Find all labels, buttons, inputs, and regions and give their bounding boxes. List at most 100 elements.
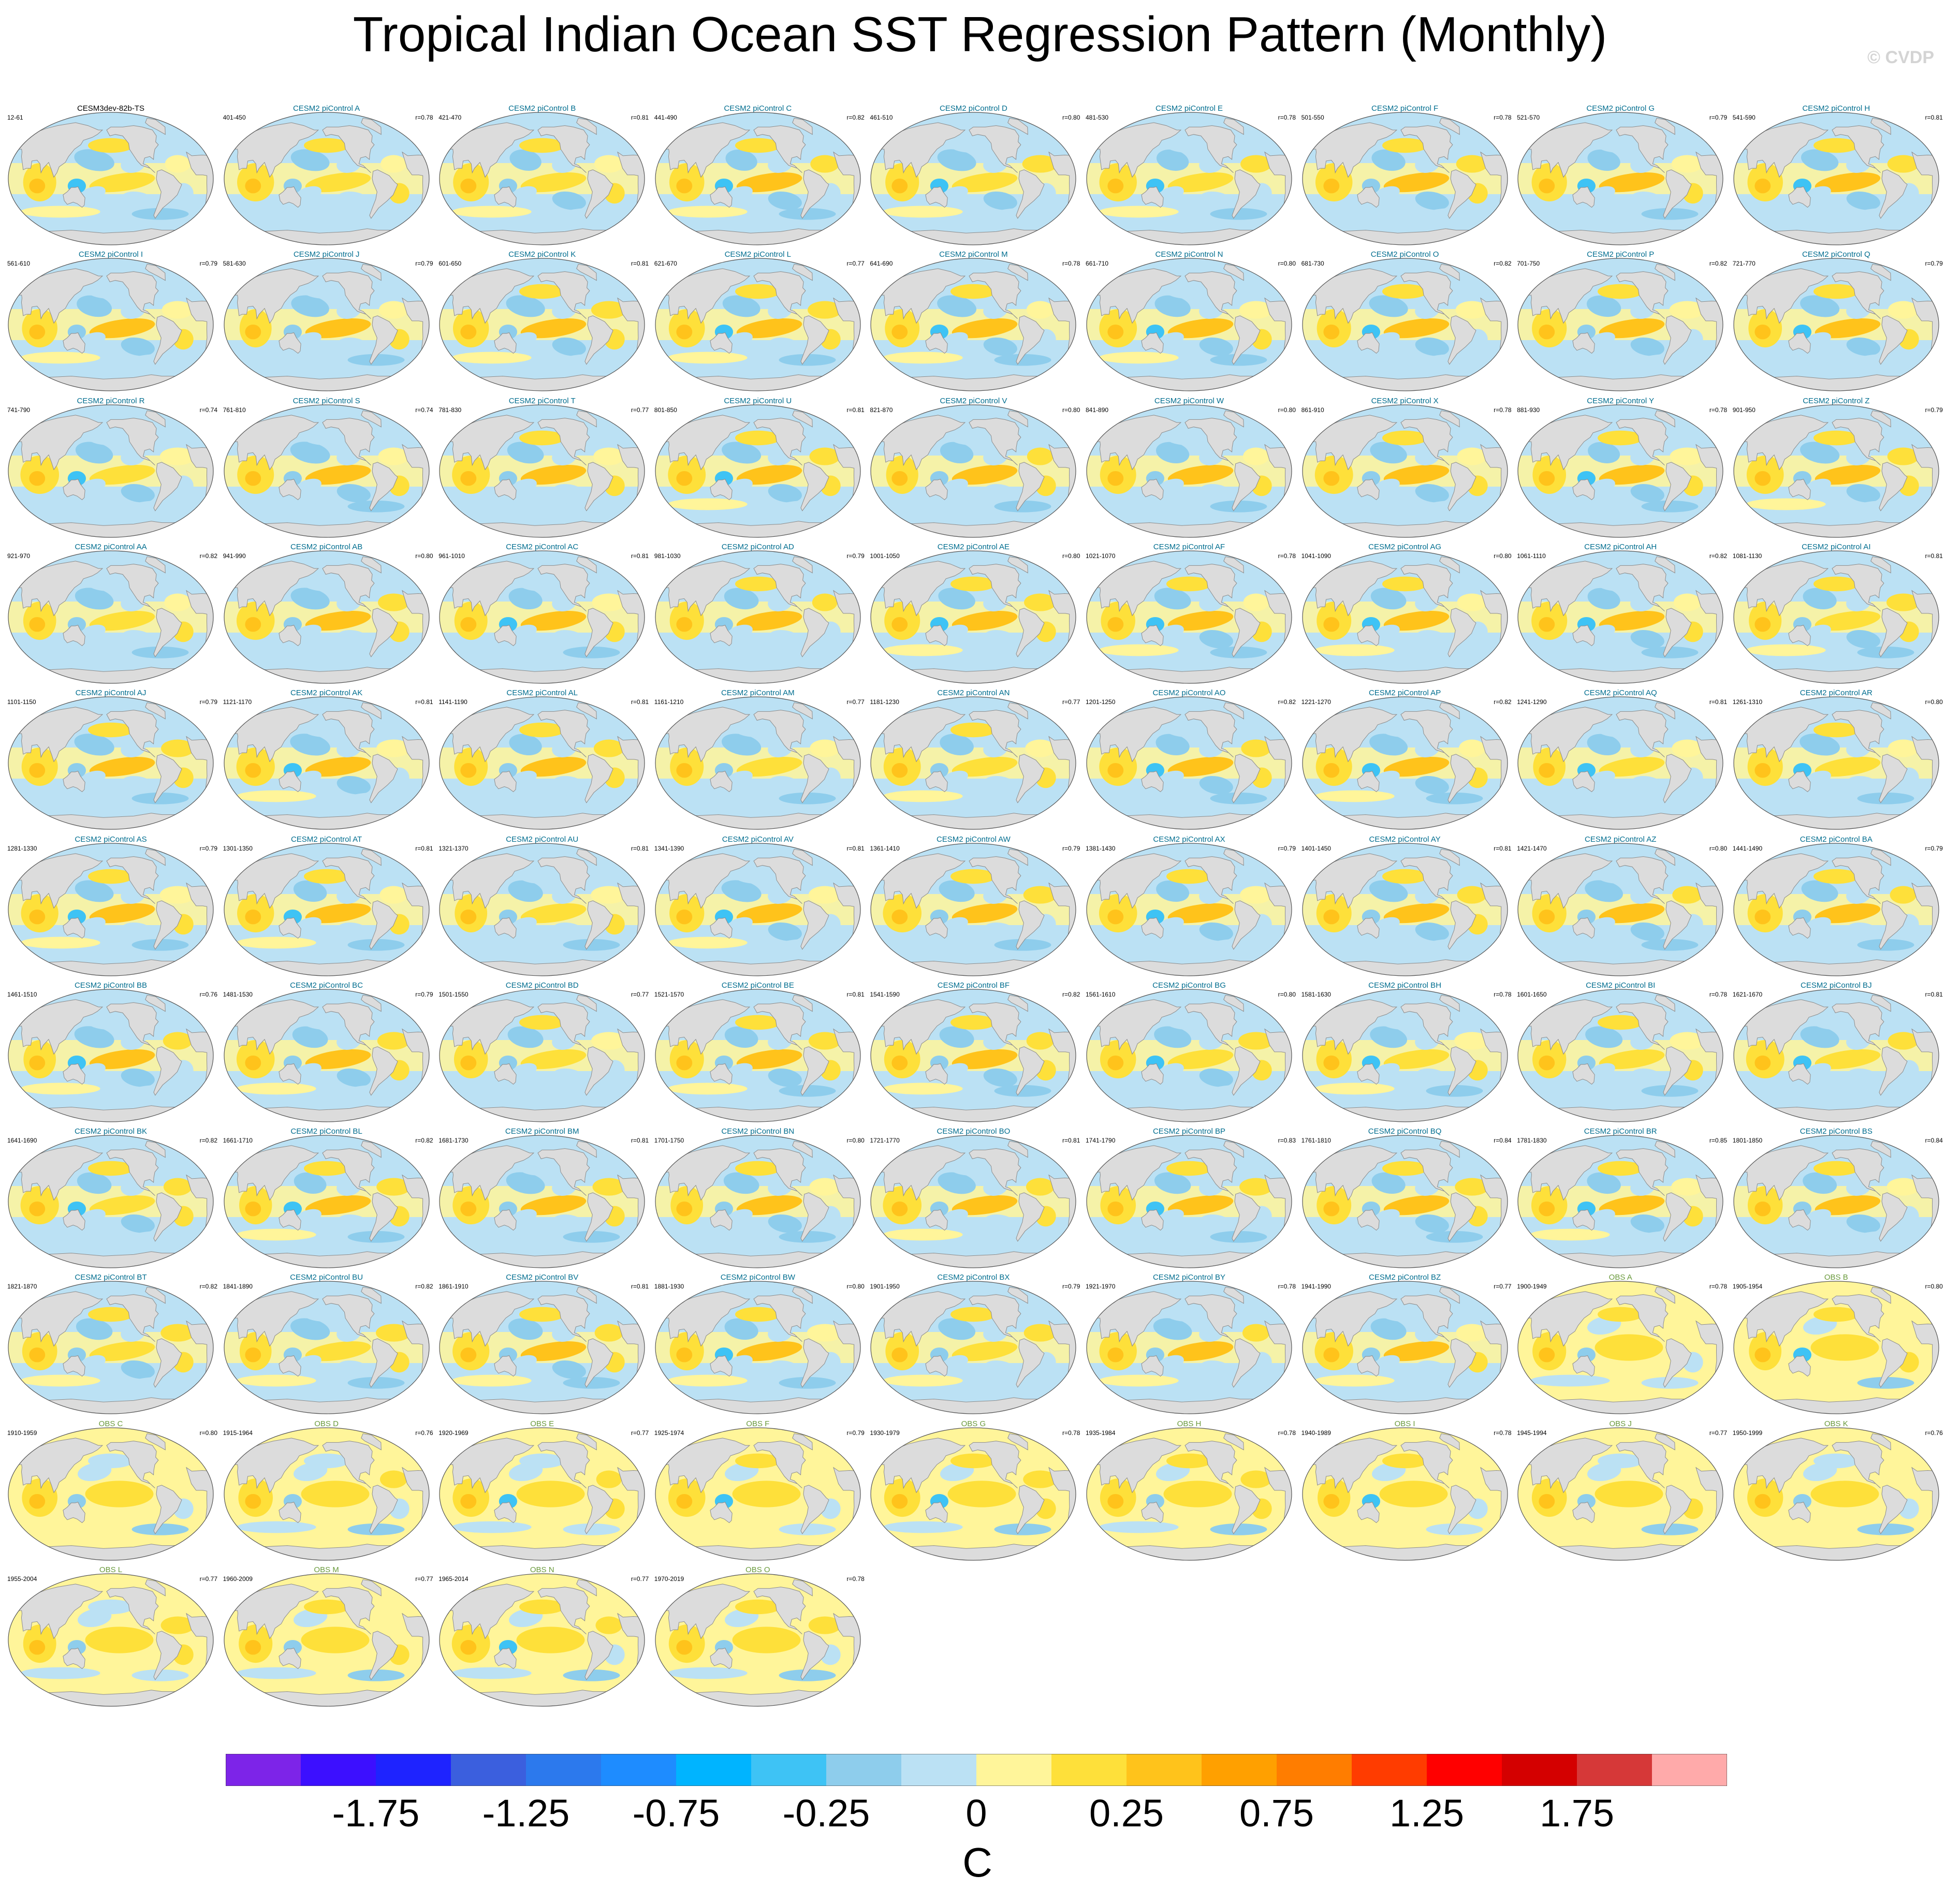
panel-correlation: r=0.78 — [1062, 260, 1080, 268]
sst-anomaly-region — [809, 447, 840, 465]
map-panel: OBS K 1950-1999 r=0.76 — [1729, 1419, 1944, 1565]
map-panel: CESM2 piControl BJ 1621-1670 r=0.81 — [1729, 980, 1944, 1126]
sst-anomaly-region — [1383, 610, 1449, 631]
sst-anomaly-region — [1099, 498, 1179, 510]
land-eurasia — [1742, 561, 1829, 617]
map-border — [1517, 258, 1723, 391]
map-border — [870, 404, 1076, 538]
map-panel: CESM2 piControl M 641-690 r=0.78 — [866, 250, 1081, 396]
sst-anomaly-region — [1167, 610, 1234, 631]
sst-anomaly-region — [1887, 155, 1919, 173]
sst-anomaly-region — [1813, 284, 1859, 299]
sst-anomaly-region — [779, 793, 836, 804]
sst-regression-map — [1301, 258, 1508, 391]
map-panel: CESM2 piControl BI 1601-1650 r=0.78 — [1513, 980, 1728, 1126]
sst-anomaly-region — [1539, 1493, 1555, 1509]
land-eurasia — [1526, 853, 1613, 909]
panel-title: CESM2 piControl AI — [1802, 542, 1871, 551]
land-australia — [710, 1063, 733, 1085]
sst-anomaly-region — [1754, 178, 1771, 194]
sst-anomaly-region — [1539, 178, 1555, 194]
sst-anomaly-region — [1815, 464, 1881, 485]
sst-regression-map — [8, 112, 214, 245]
map-panel: OBS O 1970-2019 r=0.78 — [650, 1565, 866, 1711]
panel-correlation: r=0.79 — [1925, 260, 1943, 268]
land-namerica — [969, 417, 1021, 465]
panel-correlation: r=0.81 — [415, 844, 433, 852]
sst-anomaly-region — [88, 576, 134, 592]
sst-anomaly-region — [20, 644, 100, 656]
sst-anomaly-region — [891, 1348, 908, 1363]
sst-anomaly-region — [519, 1015, 565, 1030]
sst-anomaly-region — [768, 776, 802, 795]
land-greenland — [1007, 556, 1029, 574]
land-greenland — [360, 118, 382, 135]
map-panel: CESM2 piControl BL 1661-1710 r=0.82 — [219, 1126, 434, 1272]
land-eurasia — [664, 707, 751, 763]
map-panel: CESM2 piControl AA 921-970 r=0.82 — [3, 542, 218, 688]
sst-anomaly-region — [236, 790, 316, 802]
sst-anomaly-region — [1539, 1055, 1555, 1071]
panel-title: CESM2 piControl Y — [1587, 396, 1655, 405]
panel-title: CESM2 piControl AO — [1152, 689, 1226, 698]
land-greenland — [1007, 118, 1029, 135]
sst-regression-map — [223, 842, 430, 976]
sst-anomaly-region — [676, 325, 692, 340]
land-greenland — [1007, 848, 1029, 866]
sst-anomaly-region — [1530, 498, 1610, 510]
sst-anomaly-region — [1407, 1507, 1446, 1525]
sst-anomaly-region — [460, 178, 477, 194]
land-greenland — [1439, 702, 1460, 720]
sst-anomaly-region — [380, 155, 406, 173]
land-namerica — [537, 1002, 590, 1050]
map-border — [1086, 842, 1292, 976]
sst-anomaly-region — [451, 936, 532, 948]
colorbar-swatch — [1427, 1754, 1502, 1786]
sst-anomaly-region — [290, 588, 330, 610]
sst-anomaly-region — [1595, 1334, 1663, 1361]
sst-anomaly-region — [676, 1493, 692, 1509]
land-greenland — [1870, 848, 1891, 866]
sst-anomaly-region — [1530, 1521, 1610, 1533]
sst-anomaly-region — [721, 734, 762, 756]
land-namerica — [1184, 417, 1237, 465]
map-border — [223, 258, 430, 391]
sst-anomaly-region — [1107, 763, 1124, 778]
sst-anomaly-region — [74, 149, 114, 171]
panel-correlation: r=0.81 — [1925, 114, 1943, 121]
sst-anomaly-region — [1754, 1202, 1771, 1217]
sst-anomaly-region — [1810, 1334, 1879, 1361]
land-samerica — [369, 608, 398, 657]
panel-title: CESM2 piControl AR — [1800, 689, 1873, 698]
sst-anomaly-region — [1746, 936, 1826, 948]
sst-anomaly-region — [1598, 430, 1644, 445]
sst-anomaly-region — [451, 498, 532, 510]
sst-anomaly-region — [1323, 617, 1339, 632]
land-namerica — [1184, 271, 1237, 319]
panel-correlation: r=0.80 — [1278, 260, 1296, 268]
colorbar-swatch — [676, 1754, 751, 1786]
sst-anomaly-region — [1671, 155, 1703, 173]
land-namerica — [321, 271, 375, 319]
sst-anomaly-region — [328, 1653, 368, 1671]
land-australia — [278, 771, 301, 793]
panel-correlation: r=0.82 — [846, 114, 865, 121]
sst-anomaly-region — [994, 793, 1051, 804]
sst-anomaly-region — [1240, 155, 1272, 173]
sst-anomaly-region — [593, 447, 625, 465]
land-samerica — [584, 461, 613, 511]
panel-correlation: r=0.74 — [415, 406, 433, 414]
map-border — [8, 550, 214, 684]
sst-anomaly-region — [89, 464, 155, 485]
sst-anomaly-region — [735, 576, 781, 592]
land-samerica — [1879, 608, 1908, 657]
panel-years: 521-570 — [1517, 114, 1540, 121]
map-border — [439, 696, 645, 830]
sst-anomaly-region — [347, 646, 405, 658]
land-samerica — [1663, 461, 1692, 511]
sst-anomaly-region — [509, 149, 542, 171]
sst-anomaly-region — [1415, 629, 1449, 649]
map-border — [1733, 404, 1939, 538]
sst-anomaly-region — [950, 138, 997, 153]
sst-regression-map — [1086, 550, 1292, 684]
